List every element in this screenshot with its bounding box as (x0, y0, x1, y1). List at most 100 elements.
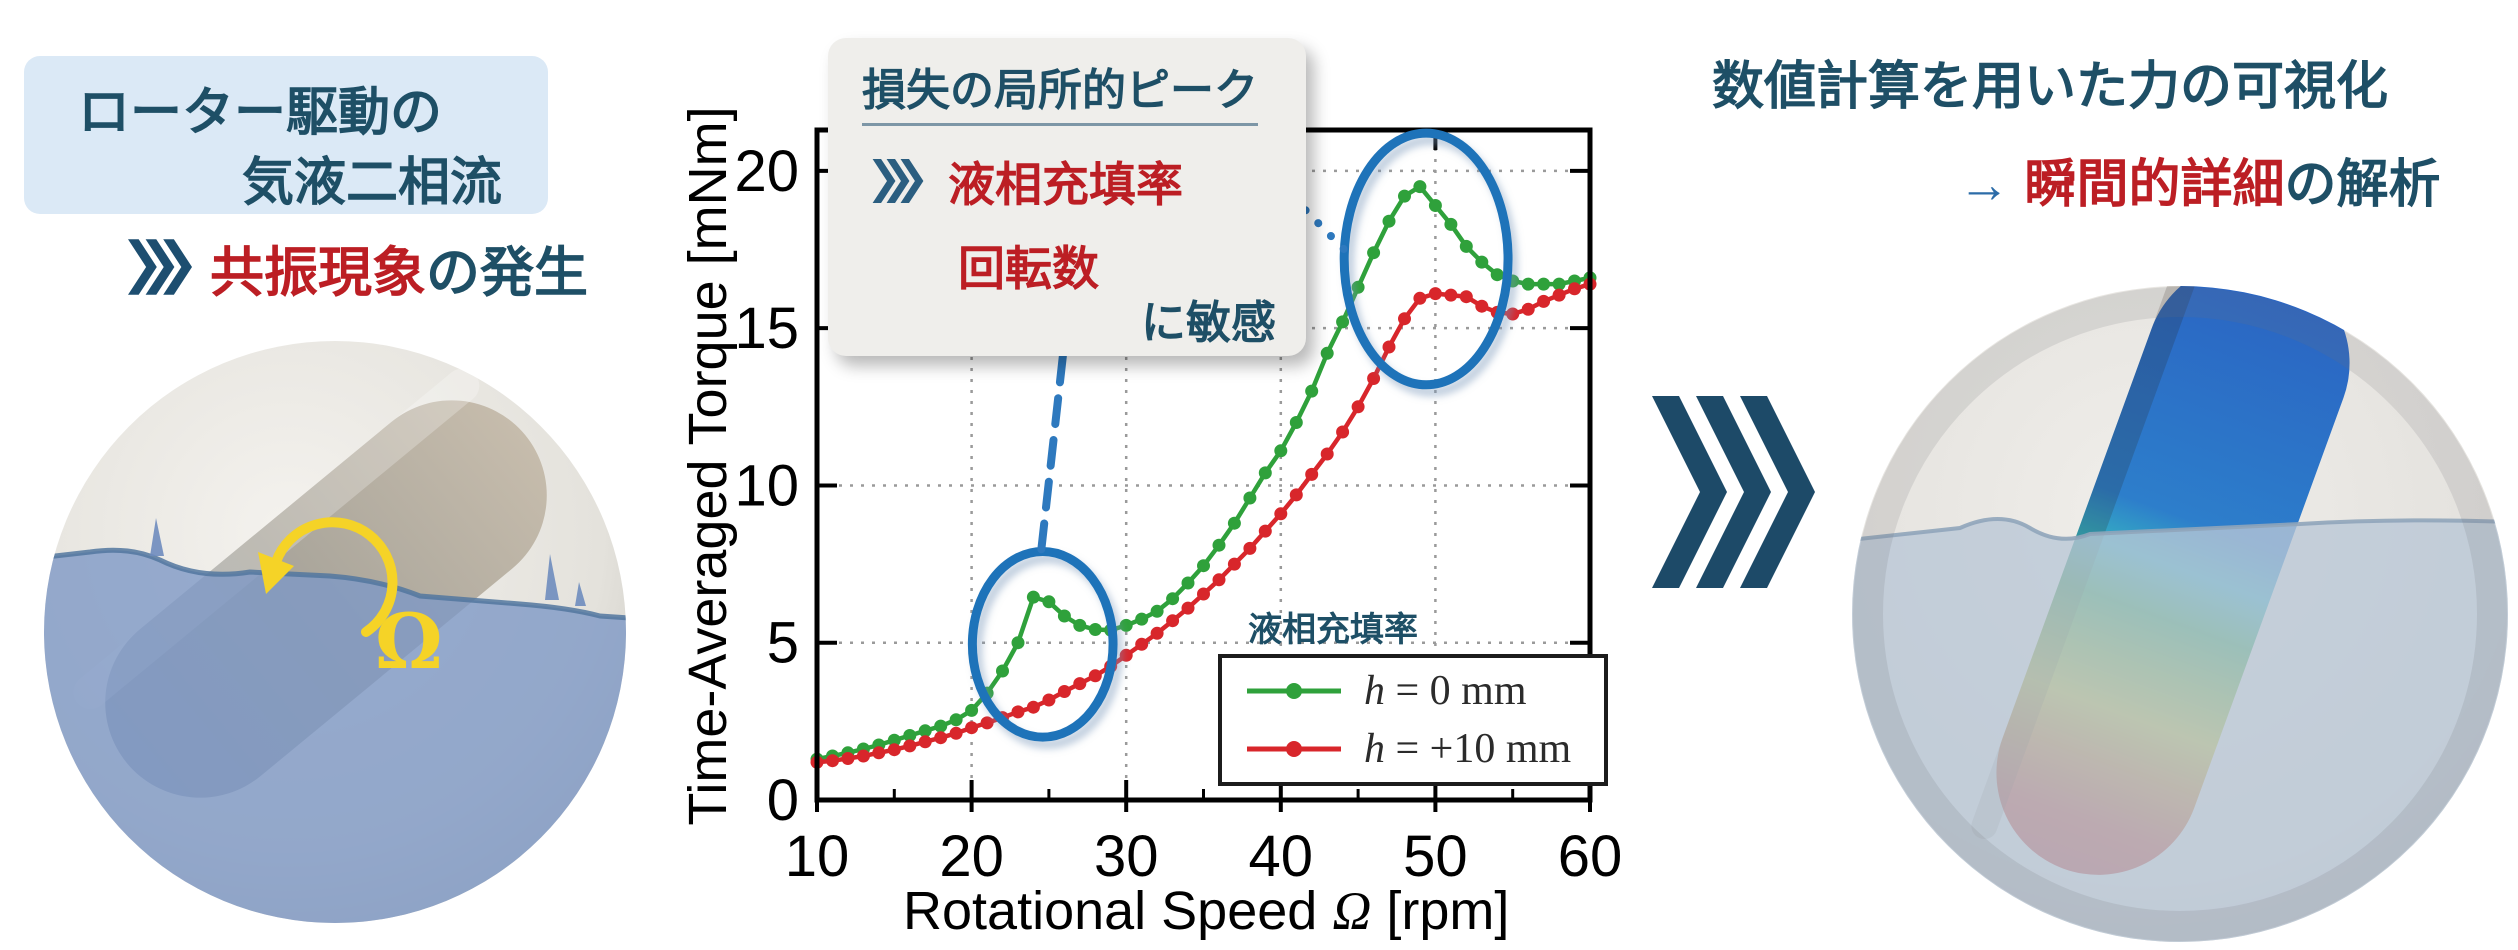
series-point-0 (1413, 180, 1427, 194)
left-liquid-surface (44, 550, 626, 923)
y-tick-label: 5 (767, 611, 799, 676)
series-point-1 (903, 739, 917, 753)
callout-connector-dotted (1301, 206, 1349, 254)
peak-ellipse (1339, 128, 1513, 390)
series-point-0 (1042, 595, 1056, 609)
resonance-rest: の発生 (426, 242, 588, 303)
legend-title: 液相充填率 (1248, 611, 1418, 649)
series-point-1 (1382, 340, 1396, 354)
left-subtitle: 共振現象の発生 (128, 236, 588, 303)
right-keyword: 瞬間的詳細 (2024, 156, 2285, 214)
triple-chevron-icon (872, 158, 924, 203)
series-point-1 (1212, 573, 1226, 587)
series-point-0 (1552, 277, 1566, 291)
legend-line-red (1247, 741, 1341, 757)
series-point-0 (1057, 609, 1071, 623)
series-point-1 (1150, 626, 1164, 640)
y-tick-label: 10 (734, 453, 799, 518)
callout-title: 損失の局所的ピーク (862, 54, 1258, 126)
series-point-1 (1320, 447, 1334, 461)
series-point-0 (1243, 491, 1257, 505)
callout-keyword-2: 回転数 (958, 242, 1099, 295)
series-point-1 (1011, 705, 1025, 719)
series-point-1 (1258, 524, 1272, 538)
x-tick-label: 50 (1403, 824, 1468, 889)
series-point-0 (1026, 590, 1040, 604)
series-point-1 (934, 731, 948, 745)
x-tick-label: 40 (1249, 824, 1314, 889)
series-point-1 (1088, 669, 1102, 683)
series-point-0 (1305, 384, 1319, 398)
series-point-0 (1444, 217, 1458, 231)
series-point-0 (1274, 444, 1288, 458)
series-point-1 (1305, 467, 1319, 481)
x-tick-label: 20 (939, 824, 1004, 889)
series-point-0 (1166, 592, 1180, 606)
series-point-1 (1166, 614, 1180, 628)
sphere-rim-shading (1853, 287, 2507, 941)
series-point-1 (1274, 507, 1288, 521)
x-tick-label: 10 (785, 824, 850, 889)
series-point-0 (1258, 466, 1272, 480)
series-point-1 (1351, 400, 1365, 414)
series-point-0 (1521, 277, 1535, 291)
series-point-1 (1444, 288, 1458, 302)
chart-legend: h = 0 mm h = +10 mm (1218, 654, 1608, 786)
series-point-0 (918, 724, 932, 738)
left-headline-box: ローター駆動の 気液二相流 (24, 56, 548, 214)
series-point-0 (1181, 576, 1195, 590)
series-point-0 (1119, 618, 1133, 632)
series-point-1 (1367, 372, 1381, 385)
omega-rotation-label: Ω (375, 597, 443, 686)
y-axis-title: Time-Averaged Torque [mNm] (678, 106, 738, 826)
series-point-1 (1181, 601, 1195, 615)
legend-entry-h0: h = 0 mm (1244, 667, 1604, 715)
series-point-0 (1088, 623, 1102, 636)
series-point-0 (1212, 538, 1226, 552)
series-point-1 (1398, 312, 1411, 326)
x-tick-label: 60 (1558, 824, 1623, 889)
series-point-1 (1521, 302, 1535, 316)
resonance-keyword: 共振現象 (210, 242, 426, 303)
series-point-1 (1057, 685, 1071, 698)
left-headline-line1: ローター駆動の (78, 84, 443, 142)
series-point-0 (903, 729, 917, 742)
series-point-0 (1227, 516, 1241, 530)
series-point-1 (949, 726, 963, 740)
series-point-1 (1026, 700, 1040, 714)
loss-peak-callout: 損失の局所的ピーク 液相充填率 回転数 に敏感 (828, 38, 1306, 356)
x-tick-label: 30 (1094, 824, 1159, 889)
right-liquid-surface (1852, 519, 2508, 942)
x-axis-title: Rotational Speed Ω [rpm] (903, 881, 1510, 941)
series-point-0 (1135, 612, 1149, 626)
triple-chevron-icon (128, 239, 192, 295)
series-point-0 (1011, 636, 1025, 650)
y-tick-label: 0 (767, 768, 799, 833)
series-point-0 (1382, 214, 1396, 228)
series-point-1 (1568, 282, 1581, 296)
series-point-0 (1367, 246, 1381, 260)
series-point-0 (1459, 239, 1473, 253)
series-point-1 (1413, 291, 1427, 305)
left-headline-line2: 気液二相流 (241, 154, 502, 212)
series-point-1 (918, 735, 932, 749)
series-point-0 (1336, 315, 1350, 329)
series-point-1 (1135, 637, 1149, 651)
series-point-1 (1119, 648, 1133, 662)
rotation-arrow-icon (258, 517, 398, 637)
series-point-1 (1459, 290, 1473, 304)
callout-keyword-1: 液相充填率 (948, 158, 1183, 211)
series-point-1 (1552, 288, 1566, 302)
series-point-0 (1073, 618, 1087, 632)
series-point-1 (1073, 677, 1087, 691)
y-tick-label: 20 (734, 139, 799, 204)
series-point-1 (1197, 587, 1210, 601)
peak-ellipse-shadow (1344, 135, 1518, 397)
right-sphere-render (1852, 286, 2508, 942)
left-sphere-render: Ω (44, 341, 626, 923)
series-point-1 (1289, 488, 1303, 502)
series-point-1 (1042, 693, 1056, 707)
series-point-0 (1475, 255, 1489, 269)
series-point-1 (841, 752, 855, 765)
